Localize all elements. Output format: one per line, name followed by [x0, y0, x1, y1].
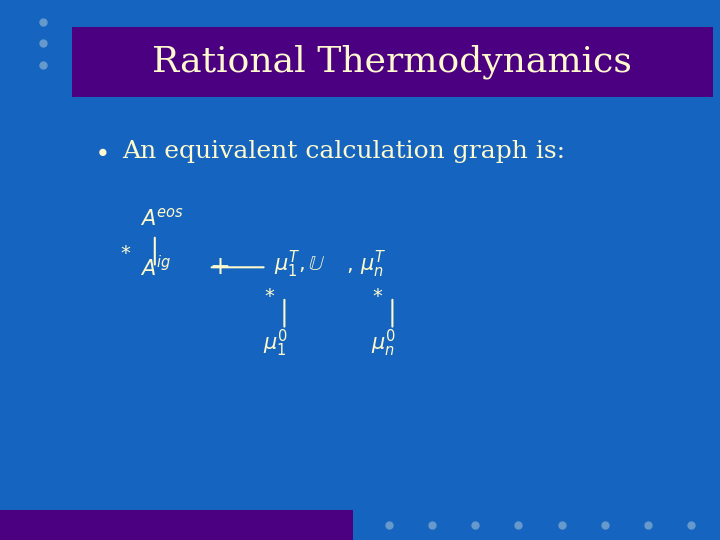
FancyBboxPatch shape [0, 510, 353, 540]
Text: $+$: $+$ [210, 255, 230, 279]
Text: An equivalent calculation graph is:: An equivalent calculation graph is: [122, 140, 565, 163]
Text: $A^{eos}$: $A^{eos}$ [140, 208, 184, 230]
Text: $A^{ig}$: $A^{ig}$ [140, 255, 172, 280]
Text: Rational Thermodynamics: Rational Thermodynamics [153, 45, 632, 79]
Text: $\mu_n^0$: $\mu_n^0$ [371, 327, 396, 359]
Text: $\mu_n^T$: $\mu_n^T$ [360, 249, 387, 280]
FancyBboxPatch shape [72, 27, 713, 97]
Text: $,$: $,$ [346, 254, 352, 275]
Text: $*$: $*$ [264, 285, 276, 304]
Text: $\bullet$: $\bullet$ [94, 139, 107, 163]
Text: $\mu_1^T, \mathbb{U}$: $\mu_1^T, \mathbb{U}$ [274, 249, 325, 280]
Text: $*$: $*$ [372, 285, 384, 304]
Text: $*$: $*$ [120, 241, 132, 261]
Text: $\mu_1^0$: $\mu_1^0$ [263, 327, 288, 359]
